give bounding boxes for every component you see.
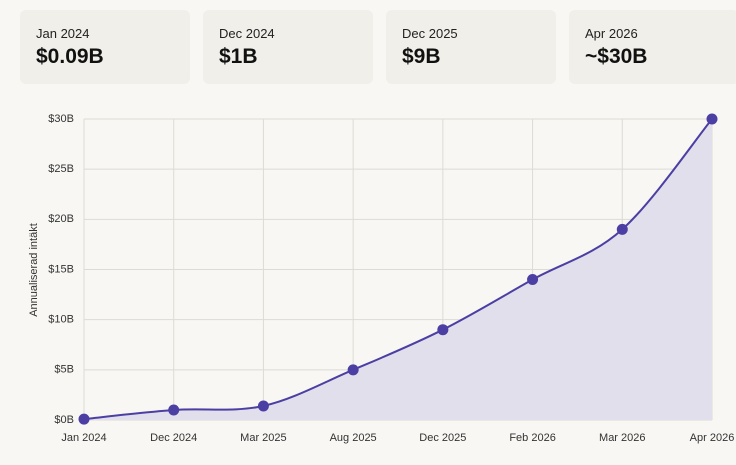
summary-card: Jan 2024 $0.09B <box>20 10 190 84</box>
summary-card: Apr 2026 ~$30B <box>569 10 736 84</box>
y-tick-label: $20B <box>48 213 74 225</box>
card-value: $0.09B <box>36 45 104 68</box>
x-tick-label: Mar 2025 <box>240 432 286 444</box>
card-label: Dec 2025 <box>402 26 458 41</box>
point <box>527 274 539 286</box>
y-tick-label: $5B <box>54 364 74 376</box>
x-tick-label: Feb 2026 <box>509 432 555 444</box>
x-tick-label: Apr 2026 <box>690 432 735 444</box>
area-fill <box>84 119 712 420</box>
card-label: Dec 2024 <box>219 26 275 41</box>
point <box>168 404 180 416</box>
y-tick-label: $10B <box>48 314 74 326</box>
card-value: $9B <box>402 45 441 68</box>
card-label: Apr 2026 <box>585 26 638 41</box>
x-tick-label: Dec 2025 <box>419 432 466 444</box>
summary-cards: Jan 2024 $0.09B Dec 2024 $1B Dec 2025 $9B Apr … <box>20 10 736 84</box>
point <box>616 223 628 235</box>
summary-card: Dec 2025 $9B <box>386 10 556 84</box>
y-tick-label: $15B <box>48 263 74 275</box>
point <box>437 324 449 336</box>
card-value: ~$30B <box>585 45 648 68</box>
card-value: $1B <box>219 45 258 68</box>
point <box>706 113 718 125</box>
y-axis-label: Annualiserad intäkt <box>28 223 40 317</box>
y-tick-label: $25B <box>48 163 74 175</box>
y-tick-label: $0B <box>54 414 74 426</box>
x-tick-label: Dec 2024 <box>150 432 197 444</box>
point <box>257 400 269 412</box>
point <box>78 413 90 425</box>
y-tick-label: $30B <box>48 113 74 125</box>
point <box>347 364 359 376</box>
x-tick-label: Jan 2024 <box>61 432 106 444</box>
summary-card: Dec 2024 $1B <box>203 10 373 84</box>
card-label: Jan 2024 <box>36 26 90 41</box>
x-tick-label: Mar 2026 <box>599 432 645 444</box>
x-tick-label: Aug 2025 <box>330 432 377 444</box>
